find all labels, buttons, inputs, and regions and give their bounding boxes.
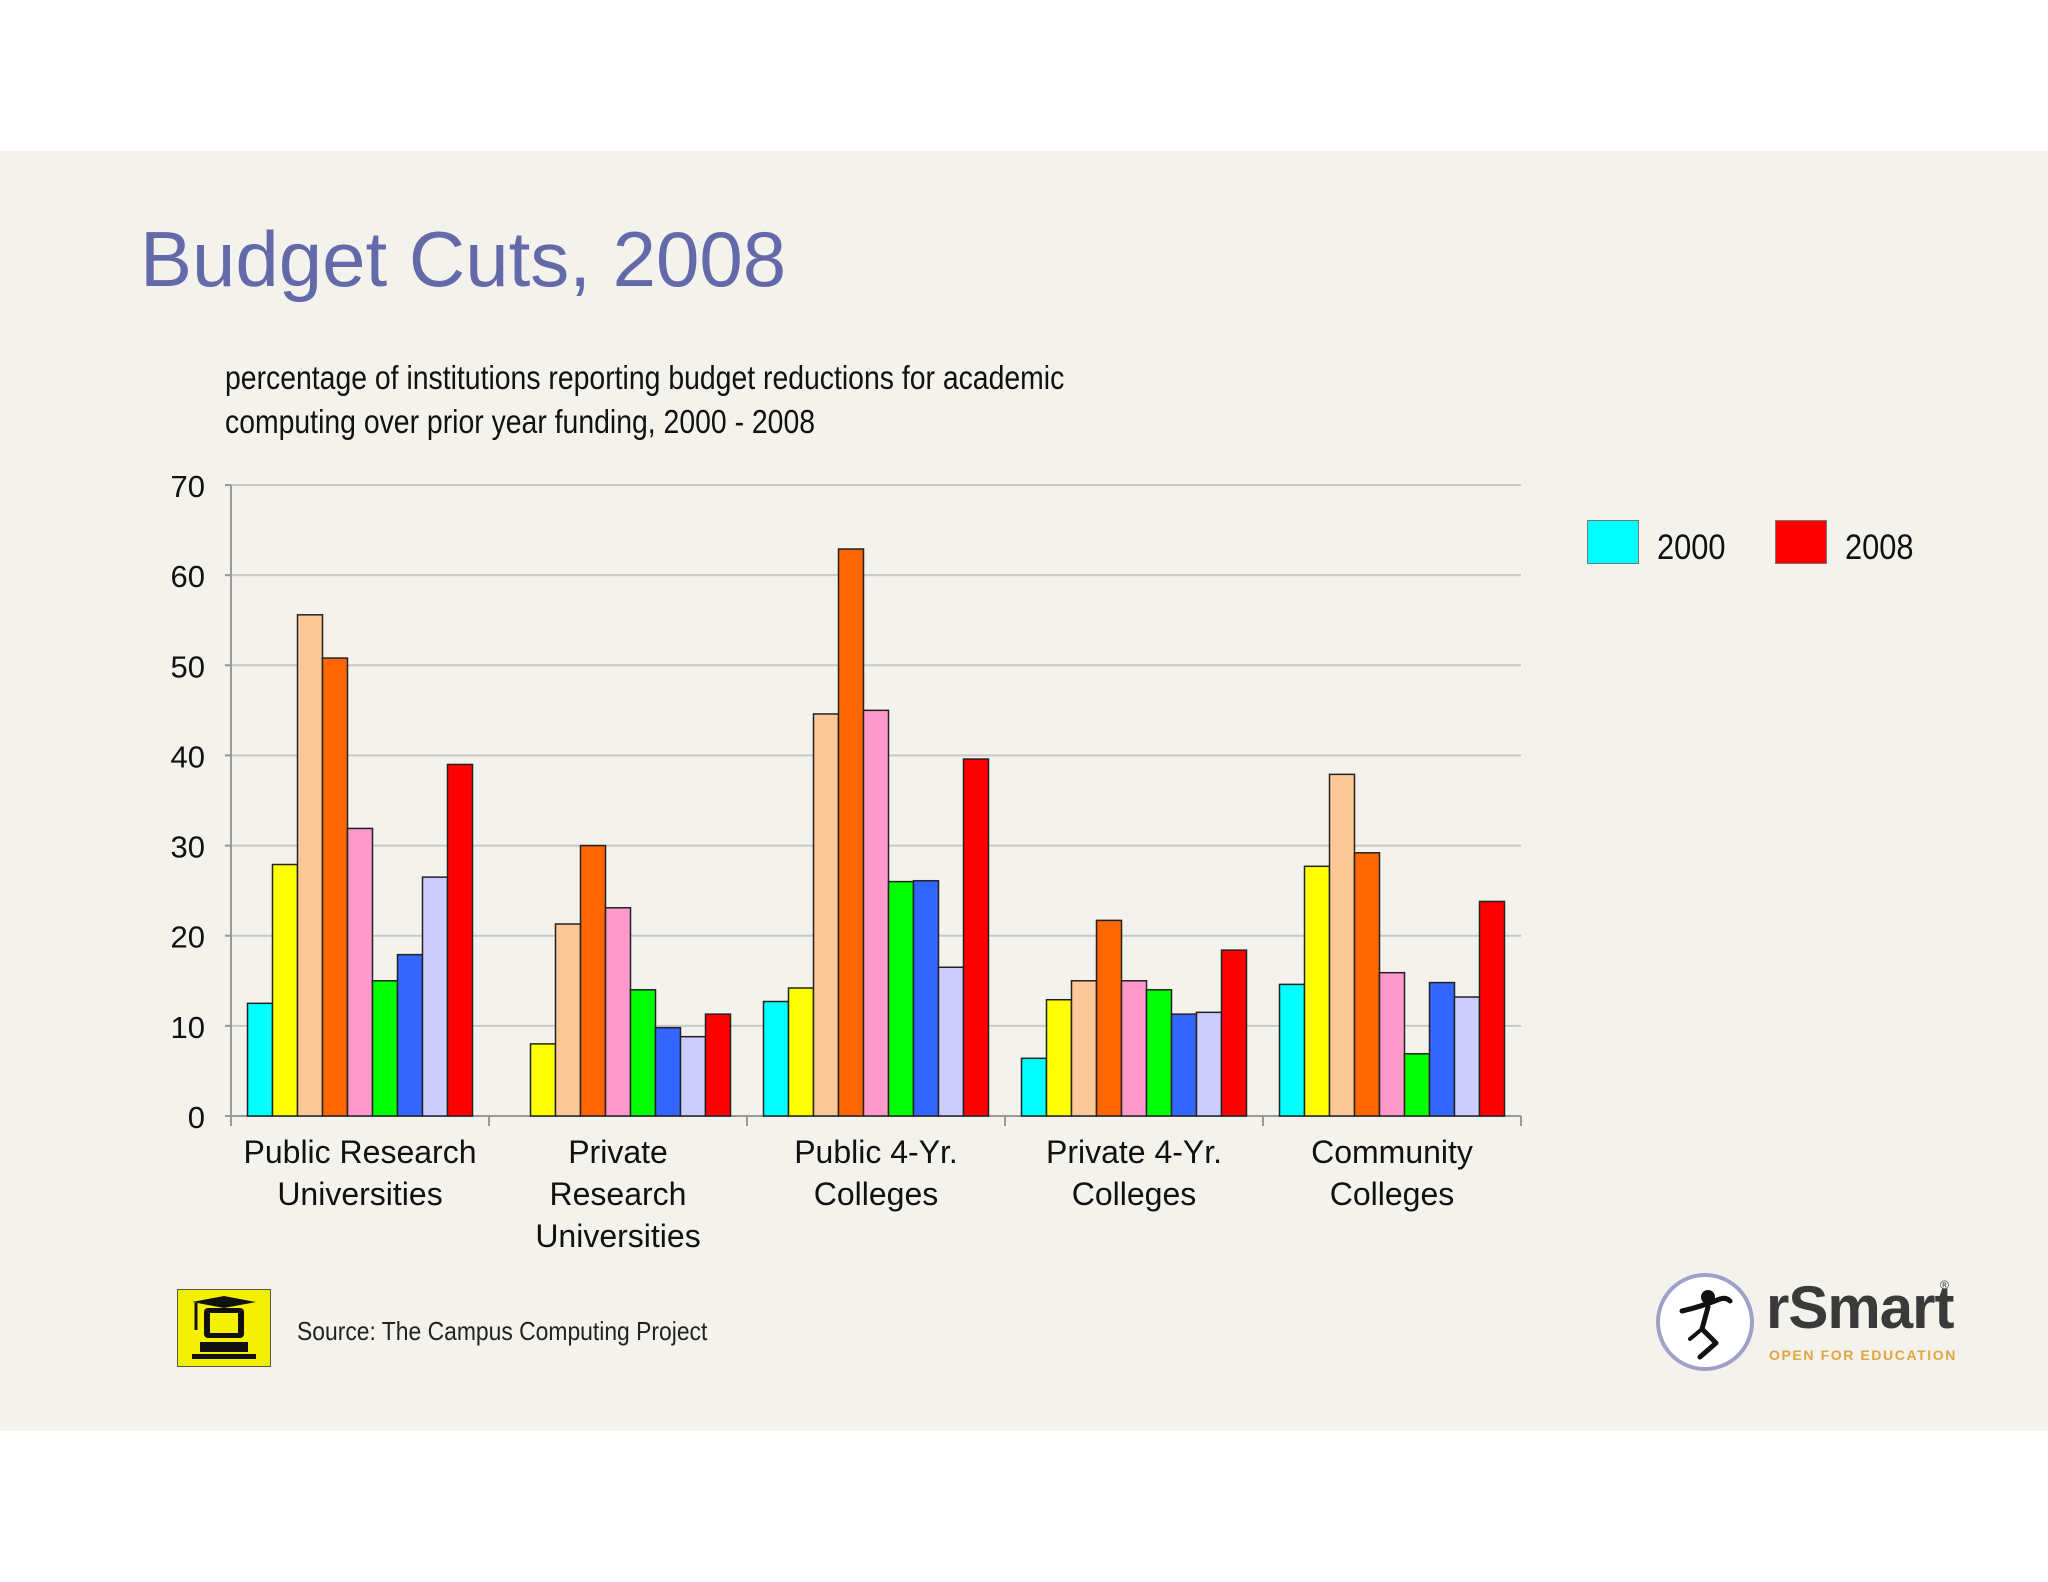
bar [604, 907, 632, 1117]
bar [787, 987, 815, 1117]
bar [1428, 981, 1456, 1117]
bar [1045, 998, 1073, 1117]
x-category-label: Private [568, 1134, 668, 1170]
bar [1403, 1053, 1431, 1117]
bar [346, 827, 374, 1117]
bar [1120, 980, 1148, 1117]
bar-group [246, 614, 474, 1117]
y-tick-label: 30 [171, 830, 205, 865]
logo-registered-mark: ® [1940, 1278, 1949, 1292]
bar [579, 844, 607, 1117]
legend-label-2008: 2008 [1845, 528, 1914, 567]
bar [1353, 852, 1381, 1117]
bar [529, 1043, 557, 1117]
bar [296, 614, 324, 1117]
x-category-label: Community [1311, 1134, 1473, 1170]
x-category-label: Private 4-Yr. [1046, 1134, 1222, 1170]
bar [321, 657, 349, 1117]
bar [1478, 900, 1506, 1117]
bar [246, 1002, 274, 1117]
legend-swatch-2000 [1587, 520, 1639, 564]
bar-group [762, 548, 990, 1117]
bar [1145, 989, 1173, 1117]
bar [371, 980, 399, 1117]
campus-computing-icon [177, 1289, 271, 1367]
bar [554, 923, 582, 1117]
bar [762, 1000, 790, 1117]
bar [1020, 1057, 1048, 1117]
bar [1378, 971, 1406, 1117]
bar [1303, 865, 1331, 1117]
bar [421, 876, 449, 1117]
y-tick-label: 40 [171, 739, 205, 774]
bar [1278, 983, 1306, 1117]
bar [812, 713, 840, 1117]
x-category-label: Universities [535, 1218, 700, 1254]
x-category-label: Colleges [1330, 1176, 1455, 1212]
logo-tagline: OPEN FOR EDUCATION [1769, 1347, 1957, 1363]
bar-group [1020, 919, 1248, 1117]
bar [446, 763, 474, 1117]
bar [679, 1035, 707, 1117]
logo-name: rSmart [1766, 1274, 1954, 1341]
x-category-label: Research [550, 1176, 687, 1212]
bar-group [529, 844, 732, 1117]
bar [1453, 996, 1481, 1117]
y-tick-label: 10 [171, 1010, 205, 1045]
bar [654, 1026, 682, 1117]
source-note: Source: The Campus Computing Project [297, 1316, 708, 1346]
chart-subtitle: percentage of institutions reporting bud… [225, 359, 1065, 440]
bar [1070, 980, 1098, 1117]
y-tick-label: 0 [188, 1100, 205, 1135]
y-tick-label: 60 [171, 559, 205, 594]
bar [704, 1013, 732, 1117]
legend-swatch-2008 [1775, 520, 1827, 564]
bar [912, 879, 940, 1117]
rsmart-logo: rSmart ® OPEN FOR EDUCATION [1652, 1270, 1962, 1374]
bar [629, 989, 657, 1117]
bar [1195, 1011, 1223, 1117]
x-category-label: Colleges [814, 1176, 939, 1212]
bar [887, 880, 915, 1117]
bar [962, 758, 990, 1117]
bar [1095, 919, 1123, 1117]
bar [396, 953, 424, 1117]
x-category-label: Universities [277, 1176, 442, 1212]
bar [1328, 773, 1356, 1117]
x-category-label: Colleges [1072, 1176, 1197, 1212]
slide-title: Budget Cuts, 2008 [140, 215, 787, 303]
bar [937, 966, 965, 1117]
bar [862, 709, 890, 1117]
x-category-label: Public Research [244, 1134, 477, 1170]
legend-label-2000: 2000 [1657, 528, 1726, 567]
y-tick-label: 70 [171, 469, 205, 504]
bar [271, 863, 299, 1117]
x-category-label: Public 4-Yr. [794, 1134, 958, 1170]
bar [1220, 949, 1248, 1117]
y-tick-label: 50 [171, 649, 205, 684]
bar-group [1278, 773, 1506, 1117]
y-tick-label: 20 [171, 920, 205, 955]
bar [1170, 1013, 1198, 1117]
bar [837, 548, 865, 1117]
rsmart-figure-icon [1656, 1273, 1754, 1371]
